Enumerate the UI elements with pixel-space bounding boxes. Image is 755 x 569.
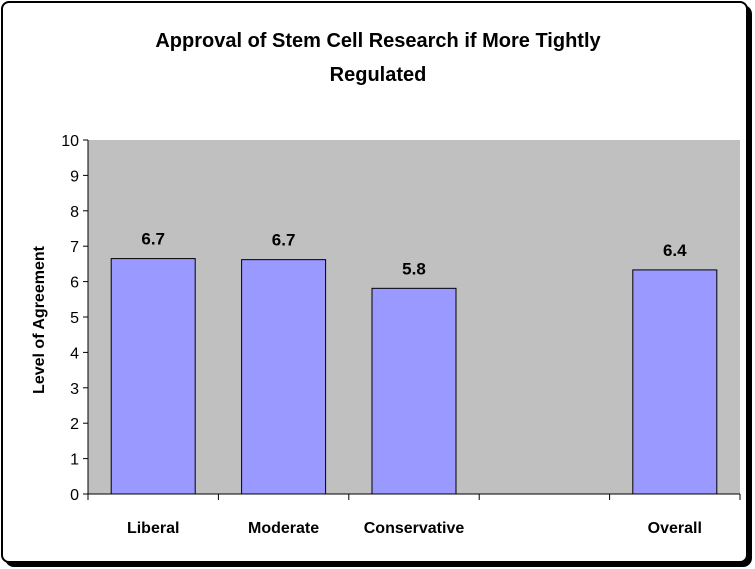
bar-moderate — [241, 259, 327, 495]
bar-conservative — [371, 287, 457, 495]
y-tick-label: 7 — [70, 239, 79, 256]
x-category-label: Overall — [648, 520, 702, 537]
data-label: 6.4 — [663, 241, 687, 260]
y-tick-label: 8 — [70, 204, 79, 221]
x-category-label: Conservative — [364, 520, 465, 537]
y-tick-label: 1 — [70, 452, 79, 469]
y-tick-label: 4 — [70, 345, 79, 362]
plot-area: 0 1 2 3 4 5 6 7 8 9 10 6.7 Liberal 6.7 Moderate 5.8 Cons… — [61, 133, 741, 537]
y-tick-label: 10 — [61, 133, 79, 150]
y-tick-label: 2 — [70, 416, 79, 433]
x-category-label: Moderate — [248, 520, 319, 537]
bar-liberal — [110, 258, 196, 495]
data-label: 6.7 — [141, 230, 165, 249]
y-tick-label: 5 — [70, 310, 79, 327]
chart-title-line-1: Approval of Stem Cell Research if More T… — [155, 30, 601, 52]
y-tick-label: 0 — [70, 487, 79, 504]
y-tick-label: 9 — [70, 168, 79, 185]
y-tick-label: 6 — [70, 275, 79, 292]
y-axis-label: Level of Agreement — [31, 245, 48, 394]
y-tick-label: 3 — [70, 381, 79, 398]
x-category-label: Liberal — [127, 520, 179, 537]
data-label: 6.7 — [272, 231, 296, 250]
chart-title-line-2: Regulated — [330, 64, 427, 86]
data-label: 5.8 — [402, 259, 426, 278]
bar-overall — [632, 269, 718, 495]
